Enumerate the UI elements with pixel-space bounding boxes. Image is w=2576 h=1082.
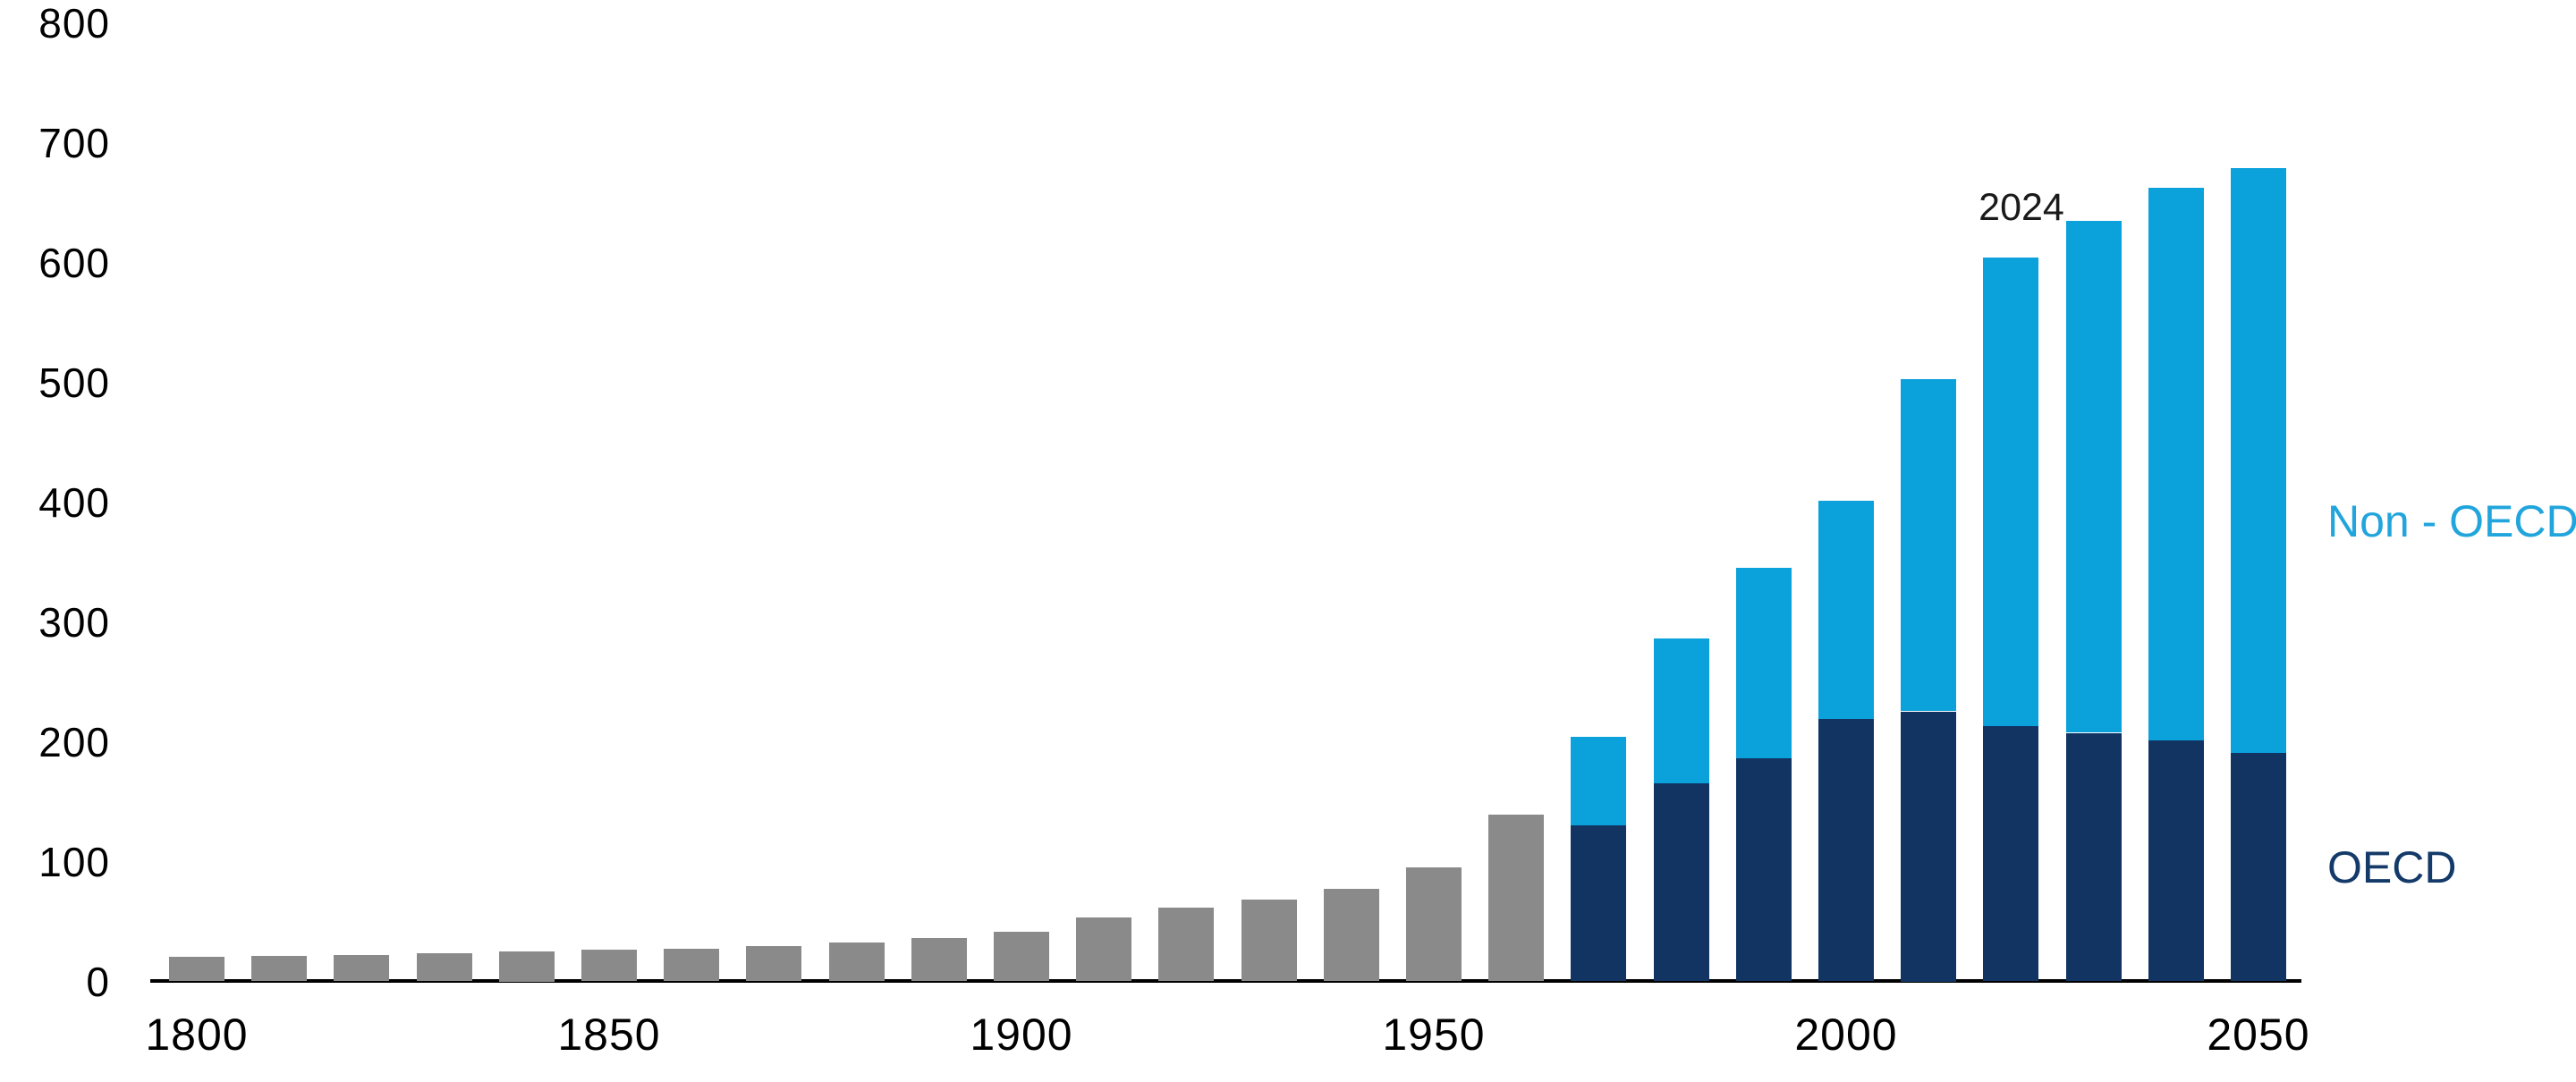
bar-1880-world [829,943,885,981]
y-tick-label-400: 400 [38,479,110,526]
bar-2030-non-oecd-segment [2066,221,2122,732]
y-tick-label-600: 600 [38,240,110,286]
x-tick-label-1850: 1850 [557,1010,661,1060]
x-tick-label-1900: 1900 [970,1010,1073,1060]
bar-2020-oecd-segment [1983,726,2038,981]
bar-1810-world [251,956,307,981]
bar-1870-world [746,946,801,981]
bar-1990-oecd-segment [1736,758,1792,981]
x-tick-label-2000: 2000 [1794,1010,1898,1060]
bar-2050-non-oecd-segment [2231,168,2286,753]
bar-1980-non-oecd-segment [1654,638,1709,783]
x-tick-label-2050: 2050 [2207,1010,2310,1060]
bar-1990-non-oecd-segment [1736,568,1792,758]
x-tick-label-1800: 1800 [145,1010,249,1060]
y-tick-label-700: 700 [38,120,110,166]
bar-1840-world [499,951,555,982]
bar-1850-world [581,950,637,981]
bar-2050-oecd-segment [2231,753,2286,981]
bar-1980-oecd-segment [1654,783,1709,981]
legend-label-oecd: OECD [2327,842,2457,892]
y-tick-label-500: 500 [38,359,110,406]
bar-1830-world [417,953,472,981]
bar-1820-world [334,955,389,981]
annotation-2024-label: 2024 [1979,186,2064,229]
bar-2010-non-oecd-segment [1901,379,1956,711]
x-tick-label-1950: 1950 [1382,1010,1486,1060]
bar-2000-oecd-segment [1818,719,1874,981]
bar-1970-non-oecd-segment [1571,737,1626,825]
bar-1910-world [1076,917,1131,981]
bar-2000-non-oecd-segment [1818,501,1874,719]
bar-2030-oecd-segment [2066,733,2122,981]
bar-2040-non-oecd-segment [2148,188,2204,740]
bar-2010-oecd-segment [1901,712,1956,982]
y-tick-label-300: 300 [38,599,110,646]
bar-1920-world [1158,908,1214,981]
bar-1940-world [1324,889,1379,981]
y-tick-label-800: 800 [38,0,110,46]
bar-1800-world [169,957,225,981]
bar-1890-world [911,938,967,981]
bar-2040-oecd-segment [2148,740,2204,981]
bar-2020-non-oecd-segment [1983,258,2038,726]
bar-1860-world [664,949,719,981]
y-tick-label-0: 0 [86,959,110,1005]
legend-label-non-oecd: Non - OECD [2327,496,2576,546]
y-tick-label-200: 200 [38,719,110,765]
bar-1960-world [1488,815,1544,981]
y-tick-label-100: 100 [38,839,110,885]
bar-1950-world [1406,867,1462,981]
bar-1930-world [1241,900,1297,981]
x-axis-line [150,979,2301,983]
bar-1900-world [994,932,1049,981]
bar-1970-oecd-segment [1571,825,1626,981]
